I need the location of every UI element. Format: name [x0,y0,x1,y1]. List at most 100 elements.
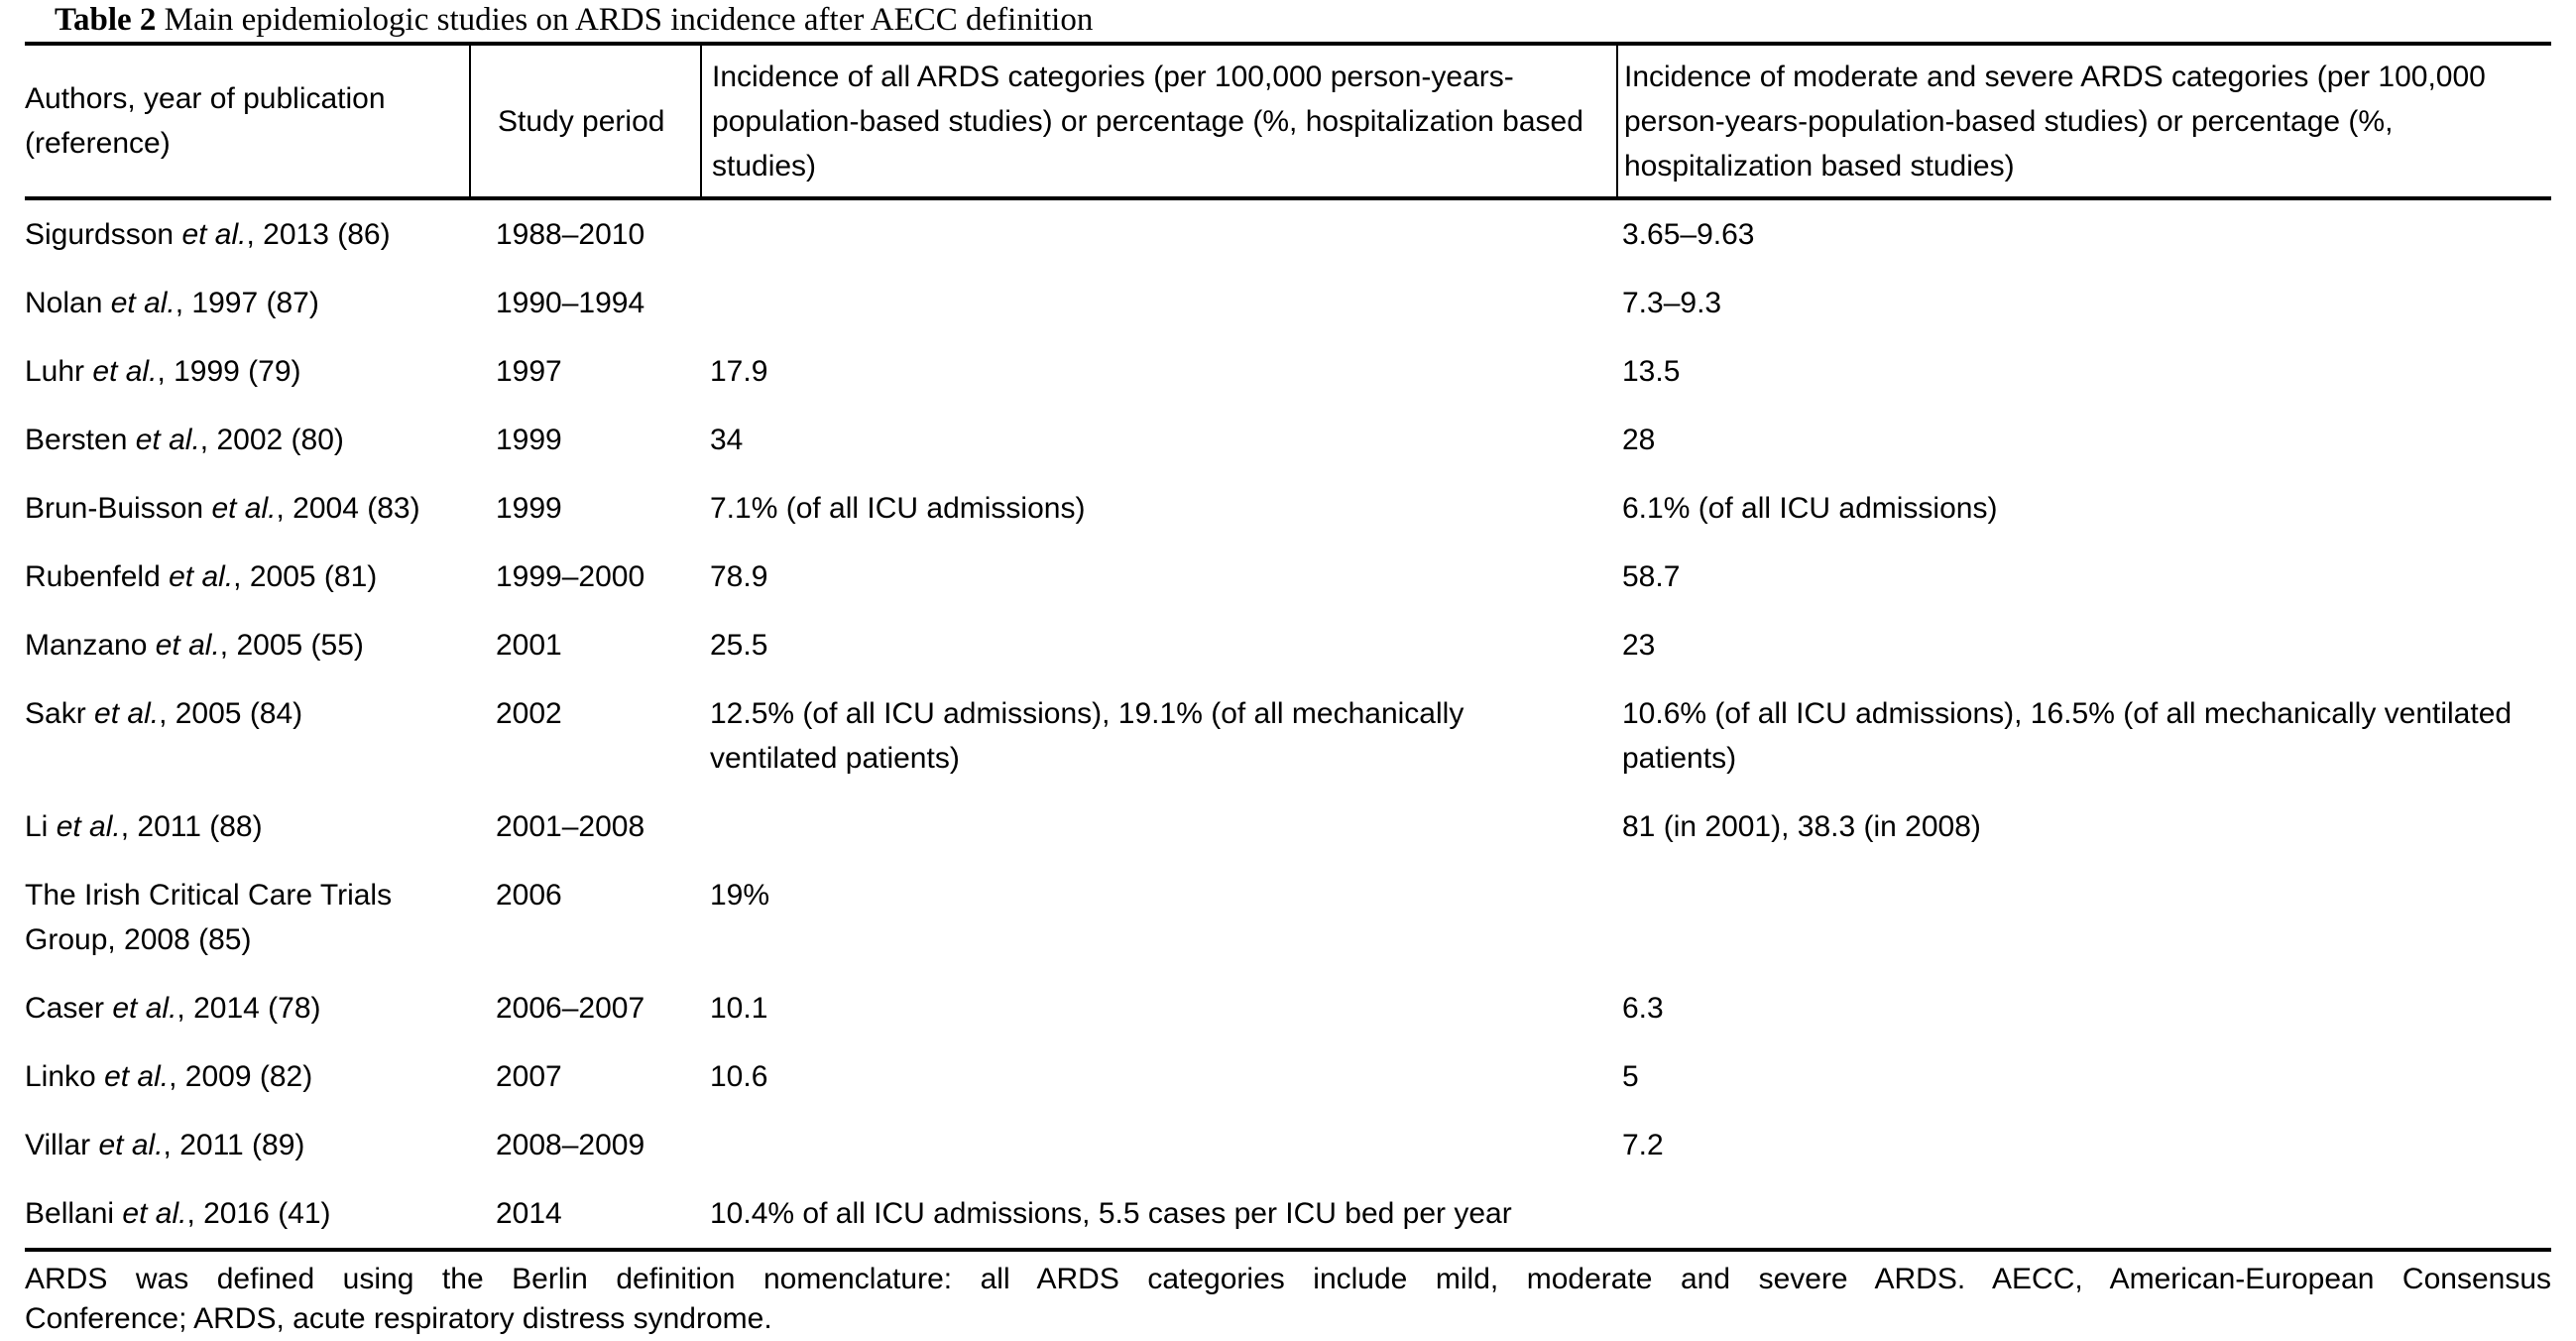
cell-incidence-moderate-severe: 6.1% (of all ICU admissions) [1622,492,1998,525]
author-name-text: Brun-Buisson [25,492,212,525]
cell-study-period: 1988–2010 [496,218,645,251]
column-header-incidence-all: Incidence of all ARDS categories (per 10… [700,46,1616,196]
author-year-reference-text: , 1997 (87) [175,287,319,319]
cell-authors: Bellani et al., 2016 (41) [25,1179,469,1248]
cell-authors: Nolan et al., 1997 (87) [25,269,469,337]
author-year-reference-text: , 2002 (80) [199,424,344,456]
table-title: Table 2 Main epidemiologic studies on AR… [25,0,2551,42]
cell-authors: Villar et al., 2011 (89) [25,1111,469,1179]
author-year-reference-text: , 2014 (78) [176,992,321,1025]
author-name-text: Caser [25,992,113,1025]
column-header-authors: Authors, year of publication (reference) [25,82,386,160]
cell-incidence-all [700,200,1616,269]
cell-study-period: 2008–2009 [496,1129,645,1161]
cell-authors: Linko et al., 2009 (82) [25,1042,469,1111]
column-header-incidence-moderate-severe: Incidence of moderate and severe ARDS ca… [1616,46,2551,196]
author-name-text: Villar [25,1129,99,1161]
cell-authors: Luhr et al., 1999 (79) [25,337,469,406]
author-name-text: Li [25,810,57,843]
author-year-reference-text: , 2011 (89) [163,1129,305,1161]
author-year-reference-text: , 2005 (84) [159,697,303,730]
cell-study-period: 1990–1994 [496,287,645,319]
cell-authors: Manzano et al., 2005 (55) [25,611,469,679]
author-name-text: Bersten [25,424,136,456]
et-al-italic-text: et al. [112,992,177,1025]
cell-authors: Brun-Buisson et al., 2004 (83) [25,474,469,543]
cell-study-period: 1999 [496,424,562,456]
author-name-text: Rubenfeld [25,560,170,593]
cell-authors: Li et al., 2011 (88) [25,792,469,861]
cell-authors: Sigurdsson et al., 2013 (86) [25,200,469,269]
table-row: Bersten et al., 2002 (80) 1999 34 28 [25,406,2551,474]
table-row: The Irish Critical Care Trials Group, 20… [25,861,2551,974]
table-body: Sigurdsson et al., 2013 (86) 1988–2010 3… [25,200,2551,1252]
column-header-study-period: Study period [469,46,700,196]
table-row: Sigurdsson et al., 2013 (86) 1988–2010 3… [25,200,2551,269]
cell-study-period: 1997 [496,355,562,388]
cell-study-period: 2007 [496,1060,562,1093]
table-row: Rubenfeld et al., 2005 (81) 1999–2000 78… [25,543,2551,611]
cell-incidence-all: 78.9 [710,560,768,593]
cell-incidence-all [700,1111,1616,1179]
cell-study-period: 1999 [496,492,562,525]
cell-incidence-all: 17.9 [710,355,768,388]
et-al-italic-text: et al. [122,1197,187,1230]
cell-incidence-moderate-severe: 13.5 [1622,355,1681,388]
cell-incidence-all: 12.5% (of all ICU admissions), 19.1% (of… [710,697,1464,775]
cell-incidence-moderate-severe: 3.65–9.63 [1622,218,1755,251]
cell-study-period: 2006–2007 [496,992,645,1025]
et-al-italic-text: et al. [104,1060,170,1093]
cell-authors: The Irish Critical Care Trials Group, 20… [25,861,469,974]
et-al-italic-text: et al. [110,287,176,319]
cell-study-period: 1999–2000 [496,560,645,593]
cell-study-period: 2006 [496,879,562,912]
cell-incidence-moderate-severe: 6.3 [1622,992,1664,1025]
cell-study-period: 2002 [496,697,562,730]
cell-study-period: 2001 [496,629,562,662]
author-year-reference-text: , 2011 (88) [120,810,263,843]
table-row: Linko et al., 2009 (82) 2007 10.6 5 [25,1042,2551,1111]
footnote-line-2: Conference; ARDS, acute respiratory dist… [25,1302,772,1335]
cell-incidence-moderate-severe: 7.3–9.3 [1622,287,1722,319]
author-name-text: Luhr [25,355,93,388]
et-al-italic-text: et al. [98,1129,164,1161]
table-row: Bellani et al., 2016 (41) 2014 10.4% of … [25,1179,2551,1248]
cell-incidence-all: 10.1 [710,992,768,1025]
cell-incidence-all: 25.5 [710,629,768,662]
cell-incidence-all: 10.6 [710,1060,768,1093]
author-year-reference-text: , 2009 (82) [169,1060,313,1093]
cell-incidence-all: 10.4% of all ICU admissions, 5.5 cases p… [710,1197,1512,1230]
table-title-label: Table 2 [55,2,157,38]
author-name-text: Linko [25,1060,105,1093]
table-row: Caser et al., 2014 (78) 2006–2007 10.1 6… [25,974,2551,1042]
et-al-italic-text: et al. [169,560,234,593]
author-name-text: Nolan [25,287,111,319]
table-row: Villar et al., 2011 (89) 2008–2009 7.2 [25,1111,2551,1179]
author-year-reference-text: , 2005 (81) [233,560,378,593]
footnote-line-1: ARDS was defined using the Berlin defini… [25,1263,2551,1295]
cell-incidence-moderate-severe: 7.2 [1622,1129,1664,1161]
author-name-text: Bellani [25,1197,123,1230]
table-row: Manzano et al., 2005 (55) 2001 25.5 23 [25,611,2551,679]
cell-authors: Sakr et al., 2005 (84) [25,679,469,792]
table-row: Luhr et al., 1999 (79) 1997 17.9 13.5 [25,337,2551,406]
et-al-italic-text: et al. [155,629,220,662]
cell-incidence-moderate-severe [1616,861,2551,974]
cell-incidence-all: 7.1% (of all ICU admissions) [710,492,1086,525]
cell-incidence-all [700,269,1616,337]
cell-incidence-moderate-severe: 28 [1622,424,1656,456]
et-al-italic-text: et al. [181,218,247,251]
table-row: Li et al., 2011 (88) 2001–2008 81 (in 20… [25,792,2551,861]
author-name-text: The Irish Critical Care Trials Group, 20… [25,879,393,956]
author-year-reference-text: , 2016 (41) [186,1197,331,1230]
et-al-italic-text: et al. [94,697,160,730]
cell-incidence-moderate-severe: 58.7 [1622,560,1681,593]
cell-study-period: 2001–2008 [496,810,645,843]
cell-authors: Bersten et al., 2002 (80) [25,406,469,474]
et-al-italic-text: et al. [135,424,200,456]
cell-incidence-moderate-severe: 81 (in 2001), 38.3 (in 2008) [1622,810,1981,843]
cell-incidence-moderate-severe: 23 [1622,629,1656,662]
author-year-reference-text: , 2005 (55) [219,629,364,662]
author-name-text: Sakr [25,697,95,730]
